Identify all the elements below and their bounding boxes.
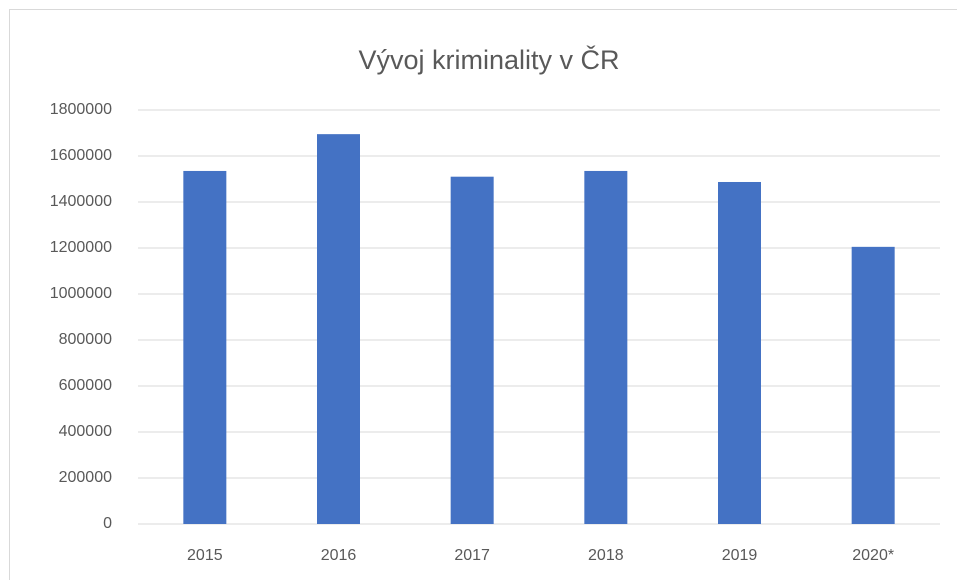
y-tick-label: 400000: [59, 423, 112, 440]
y-tick-label: 1600000: [50, 147, 112, 164]
y-tick-label: 200000: [59, 469, 112, 486]
y-tick-label: 1400000: [50, 193, 112, 210]
bar: [584, 171, 627, 524]
x-tick-label: 2016: [321, 547, 357, 564]
bar: [183, 171, 226, 524]
bar: [451, 177, 494, 524]
chart-title: Vývoj kriminality v ČR: [358, 44, 619, 75]
y-tick-label: 1800000: [50, 101, 112, 118]
y-tick-label: 600000: [59, 377, 112, 394]
bar: [852, 247, 895, 524]
x-tick-label: 2015: [187, 547, 223, 564]
y-tick-label: 1000000: [50, 285, 112, 302]
y-tick-label: 0: [103, 515, 112, 532]
x-tick-label: 2020*: [852, 547, 894, 564]
y-tick-label: 800000: [59, 331, 112, 348]
x-tick-label: 2018: [588, 547, 624, 564]
x-tick-label: 2019: [722, 547, 758, 564]
y-tick-label: 1200000: [50, 239, 112, 256]
bar: [317, 134, 360, 524]
bar: [718, 182, 761, 524]
x-tick-label: 2017: [454, 547, 490, 564]
